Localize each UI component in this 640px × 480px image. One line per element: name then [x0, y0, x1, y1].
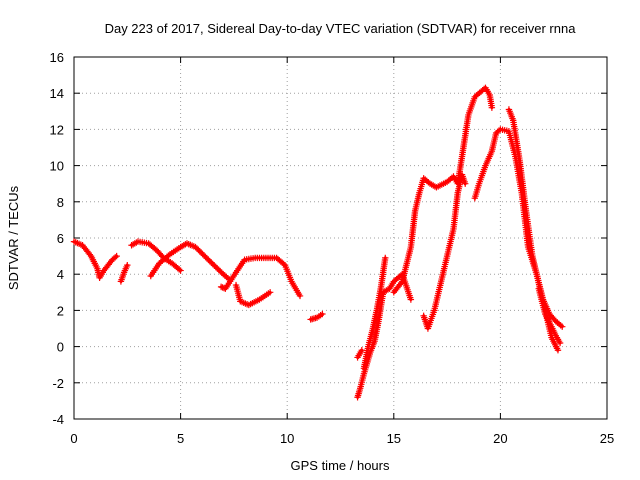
data-point [192, 243, 199, 251]
series-line [422, 173, 467, 330]
data-point [206, 257, 214, 265]
series-sat-d [147, 240, 233, 283]
data-point [205, 256, 212, 263]
x-tick-label: 5 [177, 431, 184, 446]
series-sat-f [232, 281, 274, 309]
y-tick-label: 12 [50, 122, 64, 137]
data-point [199, 250, 206, 258]
data-point [175, 266, 183, 273]
x-axis: 0 5 10 15 20 25 [70, 57, 614, 446]
series-sat-e [217, 254, 304, 300]
data-point [217, 268, 224, 275]
y-tick-label: 0 [57, 340, 64, 355]
y-tick-label: 16 [50, 50, 64, 65]
data-point [177, 267, 184, 274]
series-sat-n [505, 106, 566, 330]
x-tick-label: 10 [280, 431, 294, 446]
data-point [551, 316, 558, 324]
data-point [266, 289, 274, 296]
x-tick-label: 20 [493, 431, 507, 446]
x-tick-label: 15 [387, 431, 401, 446]
data-point [195, 246, 202, 254]
data-point [212, 263, 219, 271]
data-point [165, 252, 172, 259]
data-point [556, 339, 564, 347]
data-point [280, 260, 287, 268]
data-point [462, 180, 469, 187]
y-tick-label: 8 [57, 195, 64, 210]
data-point [219, 284, 226, 291]
data-point [202, 253, 209, 261]
data-point [559, 323, 566, 330]
data-point [193, 245, 201, 252]
series-sat-i [354, 271, 415, 401]
data-point [198, 249, 205, 256]
data-point [217, 283, 225, 291]
data-point [208, 259, 215, 266]
data-point [209, 260, 216, 268]
x-tick-label: 0 [70, 431, 77, 446]
data-point [203, 255, 211, 262]
data-point [488, 104, 496, 111]
data-point [211, 262, 218, 269]
series-sat-j [360, 254, 389, 372]
data-point [382, 254, 389, 262]
chart-title: Day 223 of 2017, Sidereal Day-to-day VTE… [105, 21, 577, 36]
data-point [214, 265, 221, 272]
data-point [319, 310, 326, 318]
series-group [70, 84, 566, 401]
data-point [200, 252, 208, 259]
data-point [215, 266, 222, 274]
x-axis-label: GPS time / hours [291, 458, 390, 473]
x-tick-label: 25 [600, 431, 614, 446]
y-tick-label: 14 [50, 86, 64, 101]
series-sat-g [307, 310, 326, 323]
series-sat-b [117, 261, 131, 285]
data-point [112, 254, 119, 261]
data-point [113, 252, 120, 260]
y-axis-label: SDTVAR / TECUs [6, 185, 21, 290]
y-tick-label: 10 [50, 159, 64, 174]
series-sat-l [420, 171, 469, 332]
grid [74, 57, 607, 419]
series-sat-a [70, 238, 120, 282]
data-point [196, 248, 203, 255]
data-point [218, 269, 225, 276]
data-point [407, 296, 415, 303]
series-sat-o [535, 285, 564, 347]
data-point [554, 347, 562, 354]
y-tick-label: -2 [52, 376, 64, 391]
data-point [296, 292, 304, 300]
y-tick-label: 2 [57, 303, 64, 318]
data-point [124, 261, 131, 269]
y-axis: -4 -2 0 2 4 6 8 10 12 14 16 [50, 50, 607, 427]
y-tick-label: 6 [57, 231, 64, 246]
series-sat-k [390, 84, 496, 296]
y-tick-label: -4 [52, 412, 64, 427]
y-tick-label: 4 [57, 267, 64, 282]
series-sat-h [354, 347, 366, 361]
data-point [358, 347, 366, 354]
data-point [495, 127, 503, 134]
